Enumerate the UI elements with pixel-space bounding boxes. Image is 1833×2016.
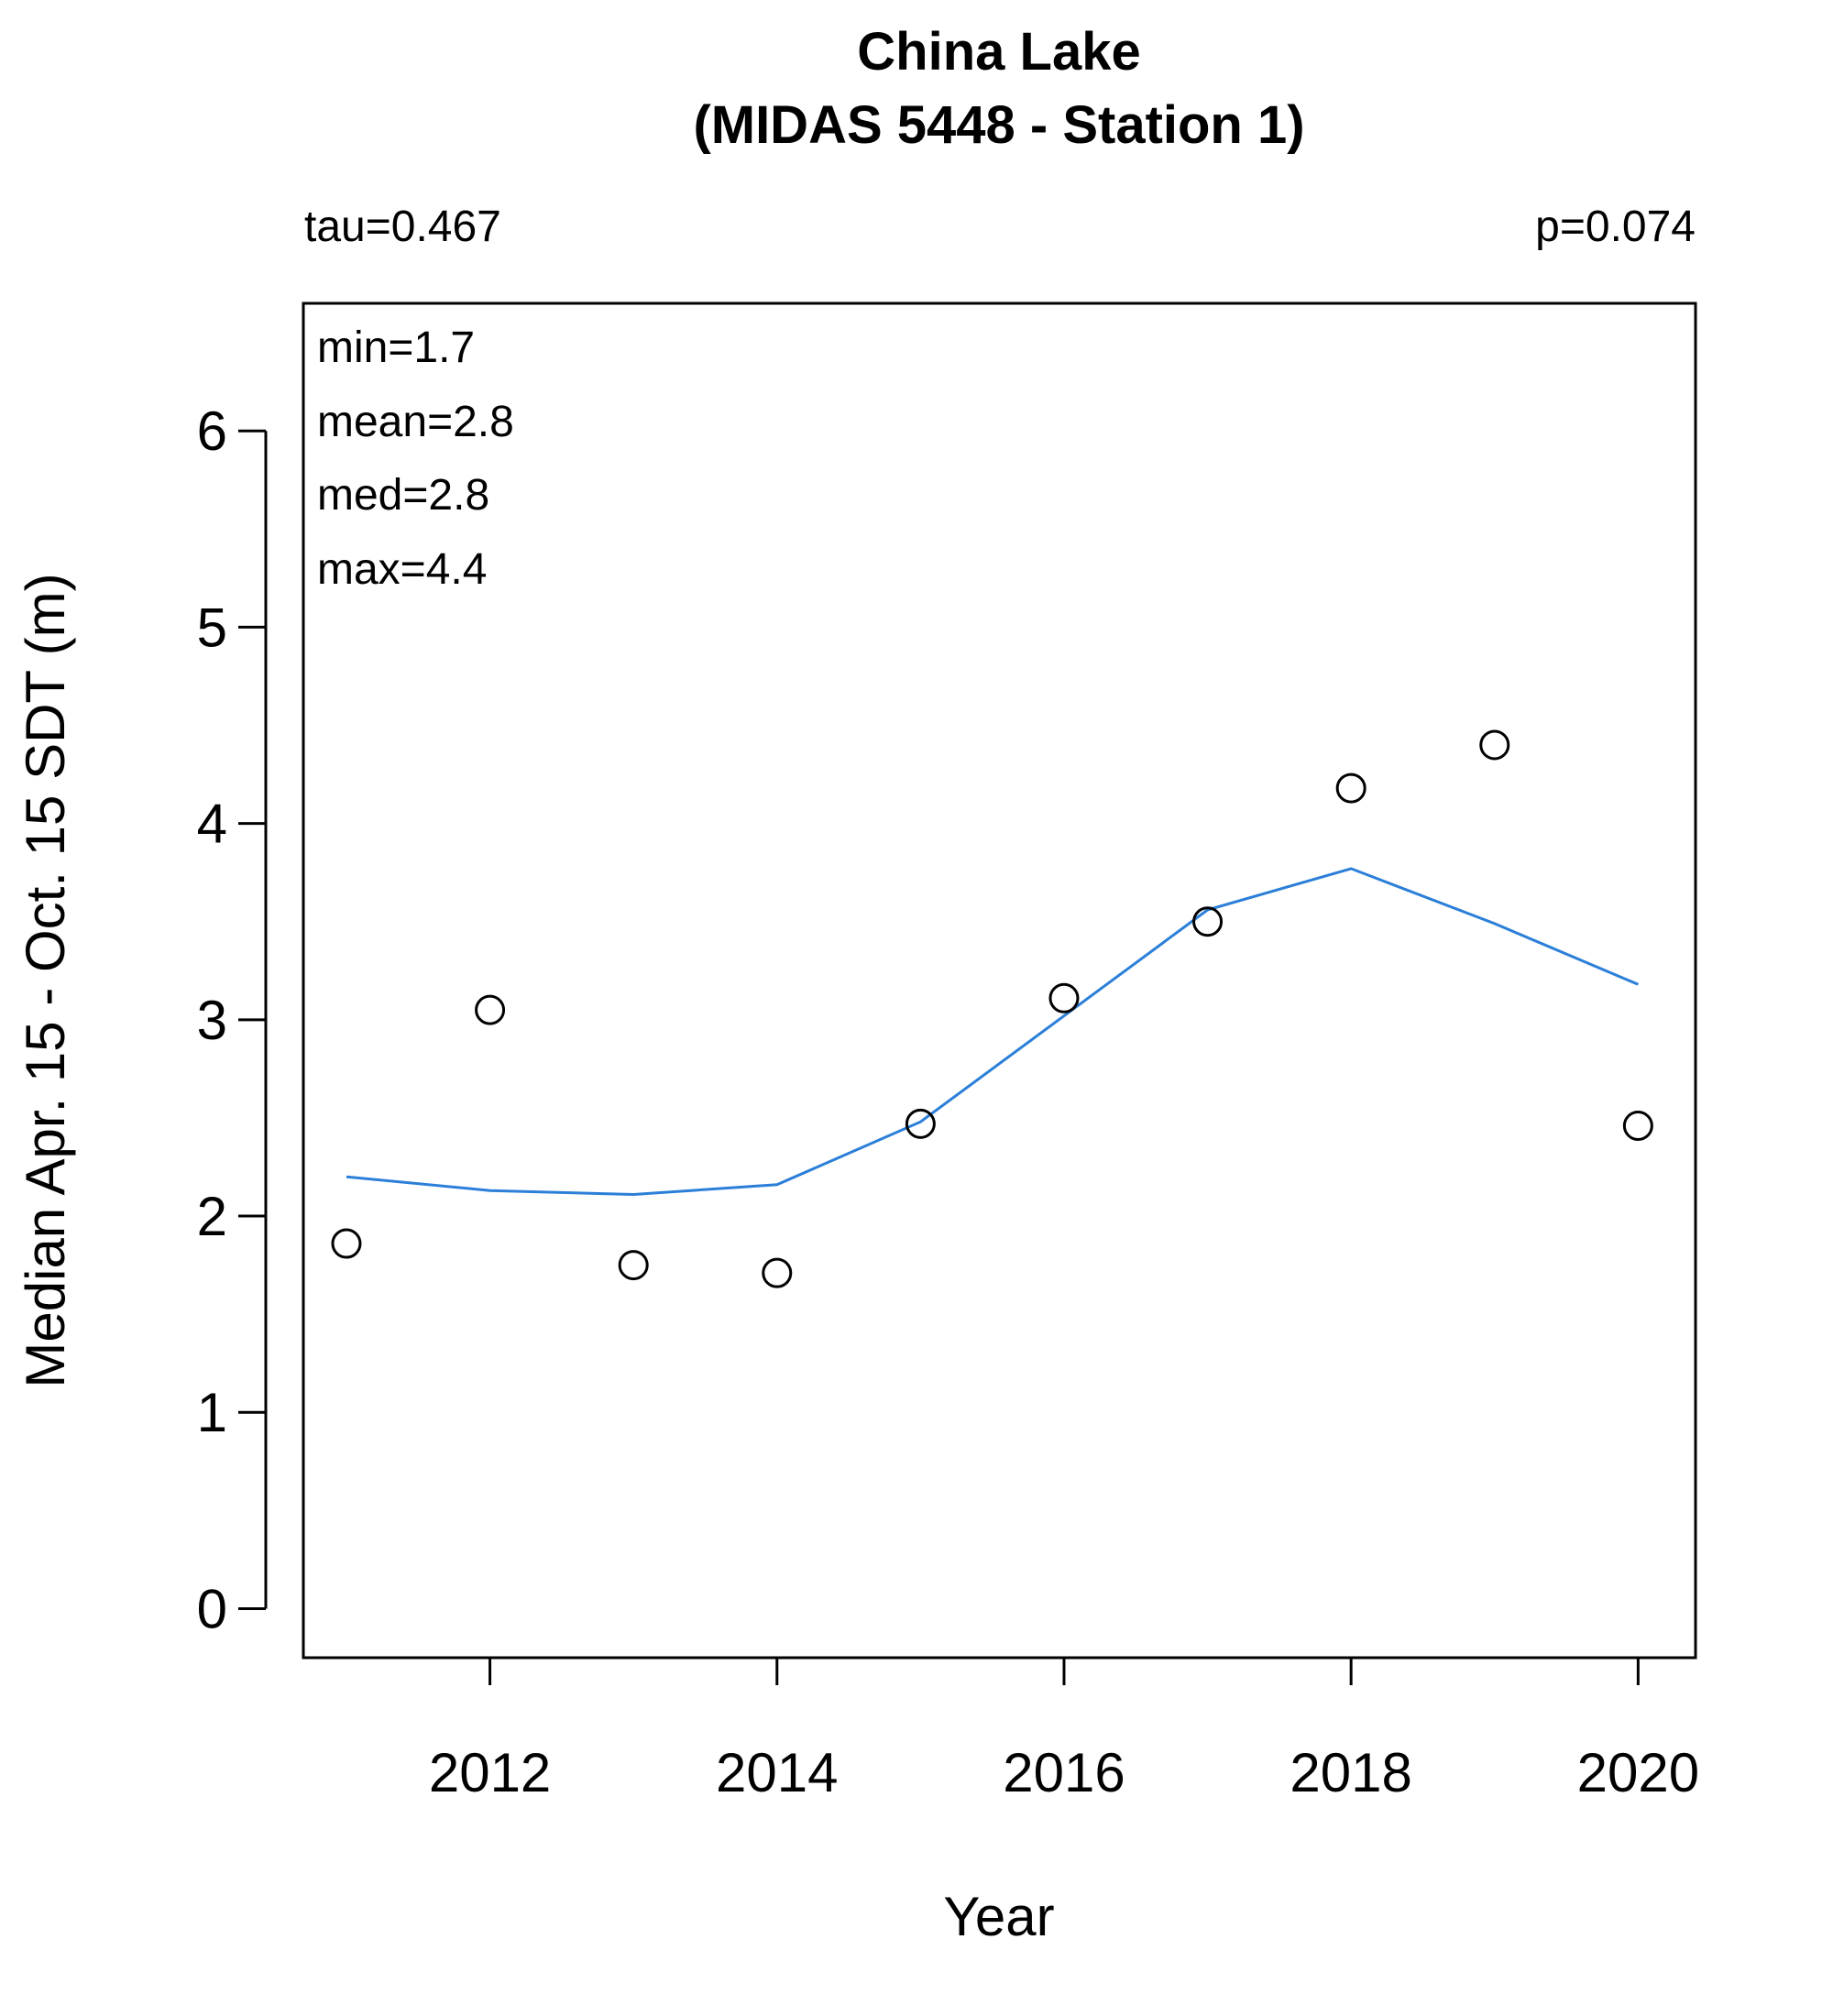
x-axis: 2012 2014 2016 2018 2020 xyxy=(429,1656,1699,1803)
x-tick-label: 2016 xyxy=(1003,1742,1125,1803)
data-point xyxy=(1622,1111,1653,1142)
x-tick-label: 2018 xyxy=(1290,1742,1411,1803)
stat-median: med=2.8 xyxy=(317,471,489,520)
data-point xyxy=(905,1108,936,1139)
chart-title: China Lake xyxy=(857,22,1140,82)
stat-mean: mean=2.8 xyxy=(317,398,514,446)
y-axis: 0 1 2 3 4 5 6 xyxy=(197,400,268,1639)
y-tick-label: 3 xyxy=(197,990,227,1051)
y-tick-label: 2 xyxy=(197,1186,227,1247)
y-tick-label: 6 xyxy=(197,400,227,462)
x-tick-label: 2012 xyxy=(429,1742,551,1803)
y-tick-label: 0 xyxy=(197,1578,227,1639)
points-layer xyxy=(331,729,1653,1288)
data-point xyxy=(1048,982,1080,1013)
x-tick-label: 2020 xyxy=(1577,1742,1699,1803)
p-value-label: p=0.074 xyxy=(1535,203,1696,251)
data-point xyxy=(1335,772,1367,804)
data-point xyxy=(762,1257,793,1288)
trend-line xyxy=(346,867,1639,1197)
data-point xyxy=(1192,906,1224,937)
stat-min: min=1.7 xyxy=(317,323,475,372)
y-tick-label: 4 xyxy=(197,794,227,855)
data-point xyxy=(1479,729,1510,761)
trend-line-layer xyxy=(346,867,1639,1197)
x-tick-label: 2014 xyxy=(716,1742,838,1803)
stat-max: max=4.4 xyxy=(317,545,487,594)
data-point xyxy=(331,1228,362,1259)
data-point xyxy=(475,994,506,1025)
y-tick-label: 5 xyxy=(197,597,227,658)
plot-frame xyxy=(302,301,1697,1660)
y-tick-label: 1 xyxy=(197,1382,227,1443)
x-axis-label: Year xyxy=(943,1886,1054,1947)
tau-label: tau=0.467 xyxy=(304,203,501,251)
stats-box: min=1.7 mean=2.8 med=2.8 max=4.4 xyxy=(317,323,514,594)
y-axis-label: Median Apr. 15 - Oct. 15 SDT (m) xyxy=(15,573,76,1387)
chart-subtitle: (MIDAS 5448 - Station 1) xyxy=(693,95,1304,155)
data-point xyxy=(618,1250,649,1281)
